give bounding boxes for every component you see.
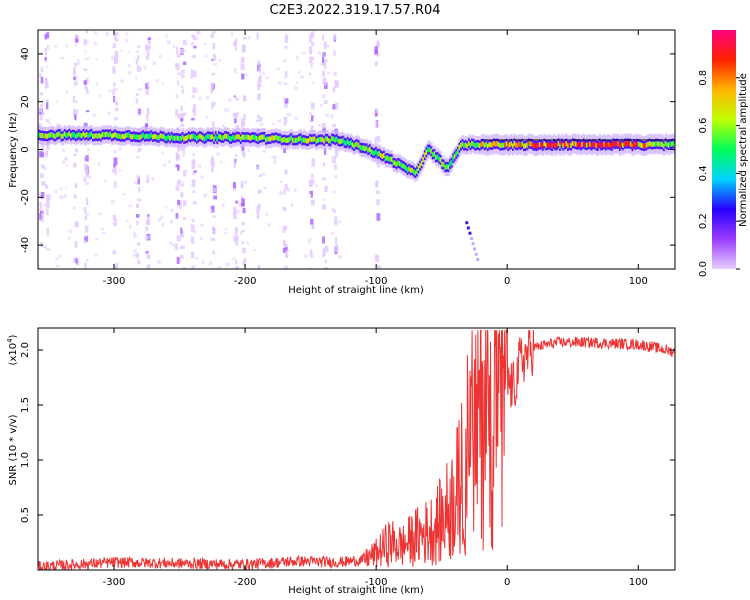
spectrogram-x-tick-label: 100 bbox=[629, 276, 648, 287]
spectrogram-y-ticks: -40 -20 0 20 40 bbox=[20, 48, 675, 253]
spectrogram-y-tick-label: 20 bbox=[20, 95, 31, 108]
snr-y-axis-label: SNR (10 * v/v) bbox=[8, 414, 19, 485]
colorbar-tick-label: 0.6 bbox=[698, 118, 709, 134]
snr-y-tick-label: 1.5 bbox=[20, 397, 31, 413]
snr-x-axis-label: Height of straight line (km) bbox=[288, 585, 424, 596]
snr-x-tick-label: 100 bbox=[629, 577, 648, 588]
spectrogram-y-tick-label: 0 bbox=[20, 146, 31, 152]
spectrogram-x-tick-label: -300 bbox=[103, 276, 126, 287]
spectrogram-y-tick-label: -20 bbox=[20, 189, 31, 205]
colorbar: 0.0 0.2 0.4 0.6 0.8 Normalized spectral ampl… bbox=[698, 30, 749, 277]
colorbar-label: Normalized spectral amplitude bbox=[738, 73, 749, 227]
colorbar-ticks: 0.0 0.2 0.4 0.6 0.8 bbox=[698, 70, 740, 277]
spectrogram-x-tick-label: -200 bbox=[234, 276, 257, 287]
snr-y-tick-label: 2.0 bbox=[20, 342, 31, 358]
snr-y-ticks: 0.5 1.0 1.5 2.0 bbox=[20, 342, 675, 523]
colorbar-tick-label: 0.8 bbox=[698, 70, 709, 86]
figure-title: C2E3.2022.319.17.57.R04 bbox=[269, 3, 440, 18]
colorbar-gradient bbox=[712, 30, 736, 269]
snr-y-multiplier: (x104) bbox=[6, 334, 19, 365]
snr-y-tick-label: 0.5 bbox=[20, 507, 31, 523]
snr-x-tick-label: -200 bbox=[234, 577, 257, 588]
snr-panel: -300 -200 -100 0 100 0.5 1.0 1.5 2.0 Height of … bbox=[6, 327, 676, 596]
spectrogram-heatmap bbox=[38, 30, 675, 269]
spectrogram-y-tick-label: -40 bbox=[20, 237, 31, 253]
colorbar-tick-label: 0.0 bbox=[698, 261, 709, 277]
snr-x-tick-label: -100 bbox=[365, 577, 388, 588]
snr-frame bbox=[37, 327, 676, 571]
snr-series-line bbox=[38, 329, 675, 570]
spectrogram-y-axis-label: Frequency (Hz) bbox=[8, 112, 19, 188]
spectrogram-x-ticks: -300 -200 -100 0 100 bbox=[103, 30, 648, 287]
colorbar-tick-label: 0.4 bbox=[698, 165, 709, 181]
snr-plot-area bbox=[38, 328, 675, 570]
spectrogram-x-axis-label: Height of straight line (km) bbox=[288, 285, 424, 296]
snr-x-tick-label: 0 bbox=[504, 577, 510, 588]
colorbar-tick-label: 0.2 bbox=[698, 213, 709, 229]
snr-x-ticks: -300 -200 -100 0 100 bbox=[103, 328, 648, 588]
spectrogram-x-tick-label: -100 bbox=[365, 276, 388, 287]
spectrogram-x-tick-label: 0 bbox=[504, 276, 510, 287]
snr-y-tick-label: 1.0 bbox=[20, 452, 31, 468]
snr-x-tick-label: -300 bbox=[103, 577, 126, 588]
spectrogram-y-tick-label: 40 bbox=[20, 48, 31, 61]
